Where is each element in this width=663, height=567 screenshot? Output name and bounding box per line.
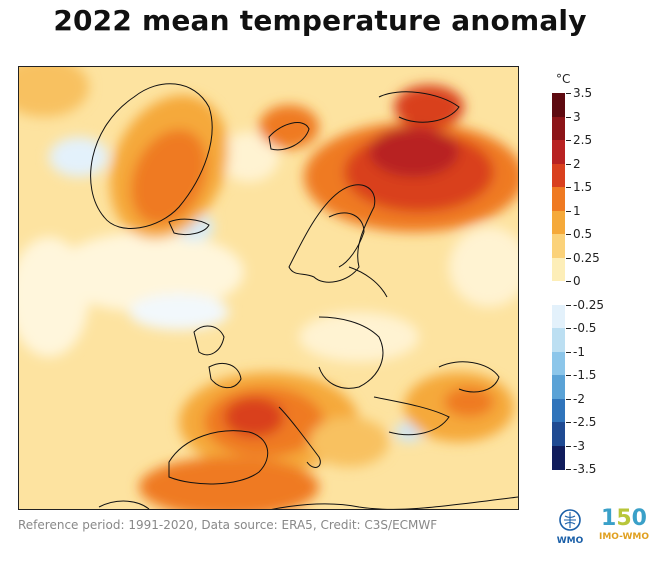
colorbar-segment	[552, 234, 565, 258]
colorbar-tick	[566, 375, 571, 376]
colorbar-tick	[566, 328, 571, 329]
colorbar-segment	[552, 116, 565, 141]
colorbar-tick	[566, 234, 571, 235]
page-title: 2022 mean temperature anomaly	[53, 4, 587, 37]
colorbar-tick	[566, 163, 571, 165]
imo-wmo-logo: 150 IMO-WMO	[596, 506, 652, 542]
colorbar-tick-label: -3	[573, 438, 585, 453]
colorbar-tick	[566, 281, 571, 282]
coastlines	[90, 83, 518, 509]
footer-credit: Reference period: 1991-2020, Data source…	[18, 518, 438, 532]
wmo-logo-text: WMO	[556, 536, 584, 546]
colorbar-tick-label: -2	[573, 391, 585, 406]
colorbar-segment	[552, 140, 565, 164]
colorbar-tick	[566, 445, 571, 447]
wmo-logo: WMO	[550, 508, 590, 546]
colorbar-segment	[552, 422, 565, 446]
anomaly-map-canvas	[19, 67, 518, 509]
colorbar-segment	[552, 210, 565, 235]
colorbar-tick-label: 1	[573, 203, 581, 218]
colorbar-tick	[566, 469, 571, 470]
imo-150-logo-icon: 150	[596, 506, 652, 532]
imo-mark-1: 1	[601, 506, 617, 531]
colorbar-segment	[552, 398, 565, 423]
colorbar-tick-label: 3.5	[573, 86, 593, 100]
colorbar-segment	[552, 304, 565, 329]
colorbar-tick	[566, 351, 571, 353]
imo-mark-0: 0	[631, 506, 647, 531]
colorbar-unit: °C	[556, 72, 571, 86]
colorbar-segment	[552, 375, 565, 399]
colorbar-tick-label: 0.25	[573, 250, 600, 265]
colorbar-segment	[552, 257, 565, 282]
colorbar-tick-label: 2.5	[573, 133, 593, 147]
imo-logo-text: IMO-WMO	[599, 532, 649, 542]
anomaly-map	[18, 66, 519, 510]
colorbar-tick-label: 2	[573, 156, 581, 171]
colorbar-tick	[566, 422, 571, 423]
colorbar-tick	[566, 116, 571, 118]
colorbar-segment	[552, 351, 565, 376]
colorbar-tick-label: 0.5	[573, 227, 593, 241]
colorbar-tick	[566, 304, 571, 306]
colorbar-segment	[552, 328, 565, 352]
colorbar-tick-label: -3.5	[573, 462, 597, 476]
colorbar-segment	[552, 445, 565, 470]
imo-mark-5: 5	[616, 506, 632, 531]
colorbar-segment	[552, 187, 565, 211]
colorbar-segment	[552, 93, 565, 117]
colorbar-tick	[566, 140, 571, 141]
colorbar-tick-label: 3	[573, 109, 581, 124]
colorbar-tick	[566, 187, 571, 188]
colorbar-segment	[552, 281, 565, 305]
colorbar-tick-label: 0	[573, 274, 581, 288]
colorbar-tick	[566, 210, 571, 212]
colorbar-tick-label: -0.5	[573, 321, 597, 335]
colorbar-tick-label: -1.5	[573, 368, 597, 382]
wmo-emblem-icon	[559, 509, 581, 531]
colorbar-tick-label: -1	[573, 344, 585, 359]
colorbar-segment	[552, 163, 565, 188]
colorbar	[552, 93, 565, 470]
colorbar-tick-label: 1.5	[573, 180, 593, 194]
colorbar-tick-label: -0.25	[573, 297, 605, 312]
colorbar-tick	[566, 257, 571, 259]
colorbar-tick	[566, 398, 571, 400]
colorbar-tick-label: -2.5	[573, 415, 597, 429]
colorbar-tick	[566, 93, 571, 94]
